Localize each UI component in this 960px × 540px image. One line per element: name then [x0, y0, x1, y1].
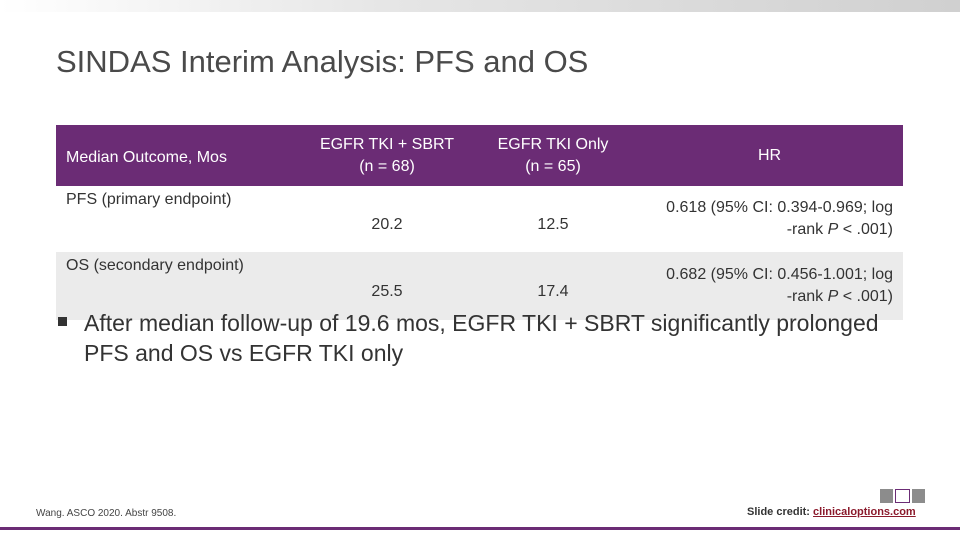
- results-table: Median Outcome, Mos EGFR TKI + SBRT (n =…: [56, 125, 903, 320]
- row-tki-value: 12.5: [470, 186, 636, 252]
- header-tki-line1: EGFR TKI Only: [497, 135, 609, 153]
- header-combo-line1: EGFR TKI + SBRT: [319, 135, 455, 153]
- logo-block-right: [912, 489, 925, 503]
- header-outcome: Median Outcome, Mos: [56, 125, 304, 186]
- hr-line2-suffix: < .001): [838, 288, 893, 305]
- top-gradient-bar: [0, 0, 960, 12]
- header-combo: EGFR TKI + SBRT (n = 68): [304, 125, 470, 186]
- header-hr: HR: [636, 125, 903, 186]
- hr-line2-suffix: < .001): [838, 221, 893, 238]
- row-hr-value: 0.682 (95% CI: 0.456-1.001; log -rank P …: [636, 252, 903, 320]
- row-outcome: OS (secondary endpoint): [56, 252, 304, 320]
- hr-line2-prefix: -rank: [786, 288, 828, 305]
- row-outcome: PFS (primary endpoint): [56, 186, 304, 252]
- summary-bullet-text: After median follow-up of 19.6 mos, EGFR…: [84, 310, 879, 366]
- header-combo-line2: (n = 68): [359, 157, 415, 175]
- table-row: PFS (primary endpoint) 20.2 12.5 0.618 (…: [56, 186, 903, 252]
- logo-block-middle: [895, 489, 910, 503]
- row-hr-value: 0.618 (95% CI: 0.394-0.969; log -rank P …: [636, 186, 903, 252]
- cco-logo-icon: [880, 489, 925, 503]
- slide-credit: Slide credit: clinicaloptions.com: [747, 506, 916, 518]
- hr-line1: 0.618 (95% CI: 0.394-0.969; log: [666, 199, 893, 216]
- logo-block-left: [880, 489, 893, 503]
- header-tki-line2: (n = 65): [525, 157, 581, 175]
- hr-line1: 0.682 (95% CI: 0.456-1.001; log: [666, 266, 893, 283]
- slide-title: SINDAS Interim Analysis: PFS and OS: [56, 44, 589, 79]
- table-row: OS (secondary endpoint) 25.5 17.4 0.682 …: [56, 252, 903, 320]
- row-tki-value: 17.4: [470, 252, 636, 320]
- hr-p-label: P: [827, 221, 839, 238]
- bottom-accent-line: [0, 527, 960, 530]
- header-tki-only: EGFR TKI Only (n = 65): [470, 125, 636, 186]
- table-header-row: Median Outcome, Mos EGFR TKI + SBRT (n =…: [56, 125, 903, 186]
- citation: Wang. ASCO 2020. Abstr 9508.: [36, 508, 177, 519]
- hr-line2-prefix: -rank: [786, 221, 828, 238]
- hr-p-label: P: [827, 288, 839, 305]
- square-bullet-icon: [58, 317, 67, 326]
- summary-bullet: After median follow-up of 19.6 mos, EGFR…: [58, 308, 914, 368]
- credit-link[interactable]: clinicaloptions.com: [813, 506, 916, 518]
- credit-label: Slide credit:: [747, 506, 814, 518]
- row-combo-value: 20.2: [304, 186, 470, 252]
- row-combo-value: 25.5: [304, 252, 470, 320]
